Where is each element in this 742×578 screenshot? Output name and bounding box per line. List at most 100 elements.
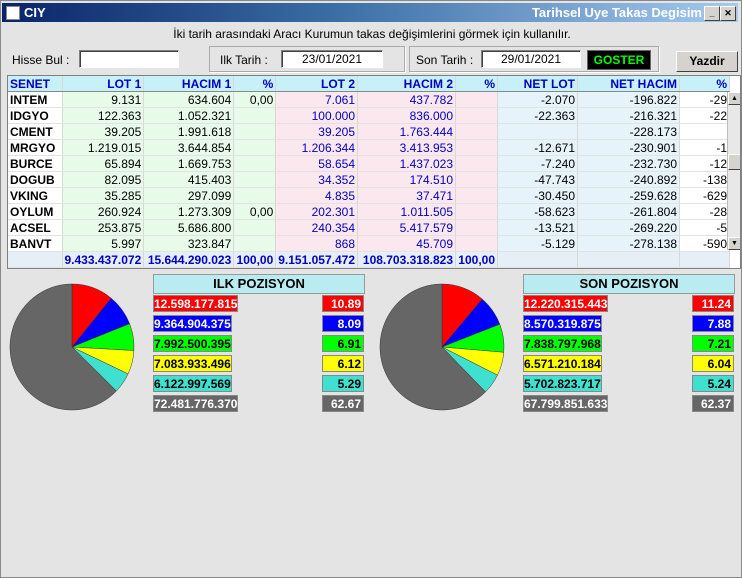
value-cell: -2.070 bbox=[497, 91, 578, 108]
ilk-tarih-label: Ilk Tarih : bbox=[220, 53, 268, 67]
goster-button[interactable]: GOSTER bbox=[587, 50, 651, 70]
column-header[interactable]: HACIM 2 bbox=[357, 76, 456, 92]
table-row[interactable]: MRGYO 1.219.015 3.644.854 1.206.344 3.413.95… bbox=[8, 139, 730, 156]
value-cell: 5.686.800 bbox=[143, 219, 235, 236]
value-cell: -590 bbox=[679, 235, 730, 252]
value-cell bbox=[233, 219, 277, 236]
value-cell bbox=[455, 203, 498, 220]
scroll-up-icon[interactable]: ▲ bbox=[728, 92, 740, 105]
value-cell: -259.628 bbox=[577, 187, 680, 204]
symbol-cell: DOGUB bbox=[8, 171, 63, 188]
position-value: 6.122.997.569 bbox=[153, 375, 232, 392]
value-cell: 34.352 bbox=[275, 171, 358, 188]
column-header[interactable]: % bbox=[679, 76, 730, 92]
position-value: 72.481.776.370 bbox=[153, 395, 239, 412]
yazdir-button[interactable]: Yazdir bbox=[676, 51, 738, 72]
close-icon[interactable]: ✕ bbox=[720, 6, 736, 21]
position-pct: 62.67 bbox=[322, 395, 364, 412]
title-bar[interactable]: CIY Tarihsel Uye Takas Degisim _ ✕ bbox=[2, 3, 738, 22]
table-row[interactable]: INTEM 9.131 634.604 0,00 7.061 437.782 -2.070-… bbox=[8, 91, 730, 108]
table-row[interactable]: ACSEL 253.875 5.686.800 240.354 5.417.579 -13… bbox=[8, 219, 730, 236]
minimize-icon[interactable]: _ bbox=[704, 6, 720, 21]
data-grid[interactable]: SENET LOT 1 HACIM 1% LOT 2 HACIM 2% NET LOT NE… bbox=[7, 75, 741, 269]
position-value: 7.838.797.968 bbox=[523, 335, 602, 352]
table-row[interactable]: BURCE 65.894 1.669.753 58.654 1.437.023 -7.24… bbox=[8, 155, 730, 172]
value-cell bbox=[233, 171, 277, 188]
value-cell: 1.219.015 bbox=[62, 139, 145, 156]
table-row[interactable]: IDGYO 122.363 1.052.321 100.000 836.000 -22.3… bbox=[8, 107, 730, 124]
position-pct: 11.24 bbox=[692, 295, 734, 312]
symbol-cell: CMENT bbox=[8, 123, 63, 140]
column-header[interactable]: % bbox=[455, 76, 498, 92]
value-cell: 253.875 bbox=[62, 219, 145, 236]
value-cell: 868 bbox=[275, 235, 358, 252]
position-value: 12.220.315.443 bbox=[523, 295, 609, 312]
column-header[interactable]: LOT 2 bbox=[275, 76, 358, 92]
value-cell bbox=[455, 235, 498, 252]
value-cell: 240.354 bbox=[275, 219, 358, 236]
son-tarih-label: Son Tarih : bbox=[416, 53, 474, 67]
totals-row: 9.433.437.072 15.644.290.023 100,00 9.151.0… bbox=[8, 251, 730, 268]
symbol-cell: IDGYO bbox=[8, 107, 63, 124]
symbol-cell: ACSEL bbox=[8, 219, 63, 236]
value-cell: 1.763.444 bbox=[357, 123, 456, 140]
value-cell: 3.413.953 bbox=[357, 139, 456, 156]
value-cell bbox=[455, 107, 498, 124]
table-row[interactable]: CMENT 39.205 1.991.618 39.205 1.763.444 -228.… bbox=[8, 123, 730, 140]
table-row[interactable]: OYLUM 260.924 1.273.309 0,00 202.301 1.011.50… bbox=[8, 203, 730, 220]
son-tarih-input[interactable]: 29/01/2021 bbox=[481, 50, 581, 68]
value-cell: 1.273.309 bbox=[143, 203, 235, 220]
value-cell bbox=[455, 219, 498, 236]
value-cell: 7.061 bbox=[275, 91, 358, 108]
column-header[interactable]: HACIM 1 bbox=[143, 76, 235, 92]
value-cell: -29 bbox=[679, 91, 730, 108]
column-header[interactable]: % bbox=[233, 76, 277, 92]
window-subtitle: Tarihsel Uye Takas Degisim bbox=[531, 5, 702, 20]
symbol-cell: OYLUM bbox=[8, 203, 63, 220]
value-cell: 35.285 bbox=[62, 187, 145, 204]
son-tarih-group bbox=[409, 46, 659, 72]
grid-scrollbar[interactable]: ▲ ▼ bbox=[727, 92, 740, 250]
column-header[interactable]: NET LOT bbox=[497, 76, 578, 92]
value-cell: 122.363 bbox=[62, 107, 145, 124]
pie-slice-diger bbox=[379, 283, 486, 411]
position-value: 5.702.823.717 bbox=[523, 375, 602, 392]
scroll-down-icon[interactable]: ▼ bbox=[728, 237, 740, 250]
scroll-thumb[interactable] bbox=[728, 154, 740, 170]
position-pct: 6.91 bbox=[322, 335, 364, 352]
value-cell bbox=[233, 123, 277, 140]
total-cell: 108.703.318.823 bbox=[357, 251, 456, 268]
hisse-search-input[interactable] bbox=[79, 50, 179, 68]
column-header[interactable]: NET HACIM bbox=[577, 76, 680, 92]
value-cell: 0,00 bbox=[233, 91, 277, 108]
table-row[interactable]: VKING 35.285 297.099 4.835 37.471 -30.450 -259… bbox=[8, 187, 730, 204]
info-text: İki tarih arasındaki Aracı Kurumun takas… bbox=[173, 27, 571, 41]
value-cell: -138 bbox=[679, 171, 730, 188]
son-pozisyon-title: SON POZISYON bbox=[523, 274, 735, 294]
total-cell: 9.151.057.472 bbox=[275, 251, 358, 268]
table-row[interactable]: BANVT 5.997 323.847 868 45.709 -5.129 -278.138… bbox=[8, 235, 730, 252]
position-pct: 6.04 bbox=[692, 355, 734, 372]
position-value: 8.570.319.875 bbox=[523, 315, 602, 332]
value-cell: 1.052.321 bbox=[143, 107, 235, 124]
ilk-tarih-group bbox=[209, 46, 405, 72]
column-header[interactable]: SENET bbox=[8, 76, 63, 92]
value-cell: 836.000 bbox=[357, 107, 456, 124]
value-cell: 437.782 bbox=[357, 91, 456, 108]
table-row[interactable]: DOGUB 82.095 415.403 34.352 174.510 -47.743 -2… bbox=[8, 171, 730, 188]
value-cell bbox=[455, 123, 498, 140]
position-pct: 7.88 bbox=[692, 315, 734, 332]
value-cell: -12 bbox=[679, 155, 730, 172]
position-value: 7.083.933.496 bbox=[153, 355, 232, 372]
window-title: CIY bbox=[24, 5, 46, 20]
grid-table: SENET LOT 1 HACIM 1% LOT 2 HACIM 2% NET LOT NE… bbox=[8, 76, 730, 268]
value-cell: 100.000 bbox=[275, 107, 358, 124]
value-cell bbox=[497, 123, 578, 140]
column-header[interactable]: LOT 1 bbox=[62, 76, 145, 92]
ilk-pozisyon-title: ILK POZISYON bbox=[153, 274, 365, 294]
ilk-tarih-input[interactable]: 23/01/2021 bbox=[281, 50, 383, 68]
